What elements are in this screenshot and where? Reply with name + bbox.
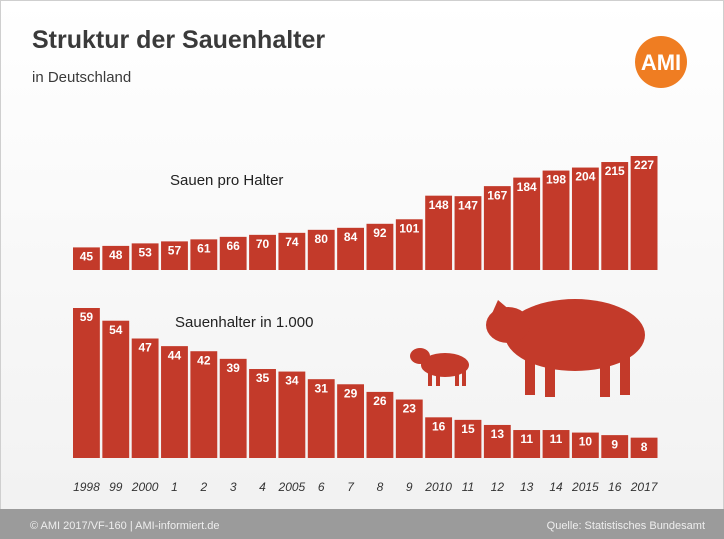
data-label: 9 — [611, 437, 618, 451]
data-label: 15 — [461, 422, 475, 436]
data-label: 54 — [109, 323, 123, 337]
chart-title: Struktur der Sauenhalter — [32, 26, 325, 54]
bar — [601, 162, 628, 270]
x-tick-label: 99 — [109, 480, 123, 494]
bar — [102, 321, 129, 458]
x-tick-label: 13 — [520, 480, 534, 494]
footer-left: © AMI 2017/VF-160 | AMI-informiert.de — [30, 520, 219, 532]
x-tick-label: 16 — [608, 480, 622, 494]
data-label: 80 — [315, 232, 329, 246]
data-label: 184 — [517, 180, 537, 194]
x-tick-label: 11 — [462, 480, 474, 494]
x-tick-label: 12 — [491, 480, 505, 494]
data-label: 11 — [520, 432, 533, 446]
data-label: 167 — [487, 188, 507, 202]
logo-text: AMI — [641, 50, 681, 75]
data-label: 29 — [344, 386, 358, 400]
bar — [631, 156, 658, 270]
x-tick-label: 2 — [199, 480, 207, 494]
data-label: 59 — [80, 310, 94, 324]
data-label: 198 — [546, 173, 566, 187]
data-label: 227 — [634, 158, 654, 172]
data-label: 101 — [399, 221, 419, 235]
data-label: 53 — [138, 246, 152, 260]
data-label: 74 — [285, 235, 299, 249]
x-tick-label: 2015 — [571, 480, 599, 494]
bar — [132, 339, 159, 458]
data-label: 148 — [429, 198, 449, 212]
x-tick-label: 2010 — [424, 480, 452, 494]
data-label: 10 — [579, 435, 593, 449]
x-tick-label: 8 — [377, 480, 384, 494]
data-label: 48 — [109, 248, 123, 262]
data-label: 26 — [373, 394, 387, 408]
bar — [73, 308, 100, 458]
x-tick-label: 2017 — [630, 480, 659, 494]
x-tick-label: 1 — [171, 480, 178, 494]
data-label: 23 — [403, 402, 417, 416]
x-tick-label: 4 — [259, 480, 266, 494]
series-label: Sauen pro Halter — [170, 172, 283, 189]
data-label: 147 — [458, 198, 478, 212]
x-tick-label: 9 — [406, 480, 413, 494]
data-label: 35 — [256, 371, 270, 385]
footer-right: Quelle: Statistisches Bundesamt — [547, 520, 705, 532]
data-label: 45 — [80, 250, 94, 264]
x-tick-label: 3 — [230, 480, 237, 494]
bar — [161, 346, 188, 458]
x-tick-label: 1998 — [73, 480, 100, 494]
data-label: 34 — [285, 374, 299, 388]
data-label: 215 — [605, 164, 625, 178]
x-tick-label: 14 — [549, 480, 563, 494]
x-tick-label: 6 — [318, 480, 325, 494]
data-label: 42 — [197, 353, 211, 367]
data-label: 39 — [226, 361, 240, 375]
data-label: 92 — [373, 226, 387, 240]
data-label: 84 — [344, 230, 358, 244]
data-label: 47 — [138, 341, 152, 355]
data-label: 11 — [550, 432, 563, 446]
data-label: 204 — [575, 170, 595, 184]
x-tick-label: 2000 — [131, 480, 159, 494]
chart: Struktur der Sauenhalter in Deutschland … — [0, 0, 724, 539]
data-label: 66 — [226, 239, 240, 253]
data-label: 8 — [641, 440, 648, 454]
data-label: 44 — [168, 348, 182, 362]
data-label: 70 — [256, 237, 270, 251]
x-tick-label: 2005 — [278, 480, 306, 494]
data-label: 57 — [168, 244, 182, 258]
data-label: 13 — [491, 427, 505, 441]
data-label: 31 — [315, 381, 329, 395]
data-label: 16 — [432, 419, 446, 433]
chart-subtitle: in Deutschland — [32, 69, 131, 86]
series-label: Sauenhalter in 1.000 — [175, 314, 313, 331]
data-label: 61 — [197, 242, 211, 256]
